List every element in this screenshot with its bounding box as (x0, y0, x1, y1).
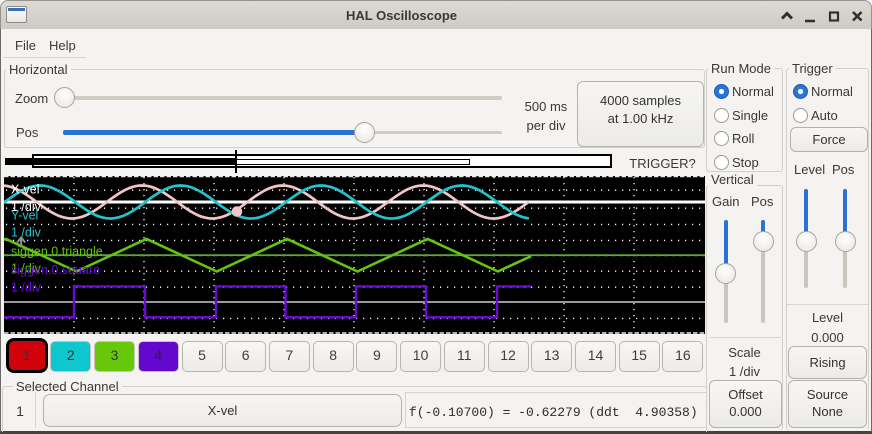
svg-text:Y-vel: Y-vel (11, 209, 38, 223)
svg-text:X-vel: X-vel (11, 183, 39, 197)
svg-text:1 /div: 1 /div (11, 200, 42, 214)
svg-text:1 /div: 1 /div (11, 262, 42, 276)
svg-text:siggen.0.square: siggen.0.square (11, 263, 100, 277)
svg-text:1 /div: 1 /div (11, 226, 42, 240)
svg-text:siggen.0.triangle: siggen.0.triangle (11, 245, 103, 259)
svg-text:1 /div: 1 /div (11, 281, 42, 295)
